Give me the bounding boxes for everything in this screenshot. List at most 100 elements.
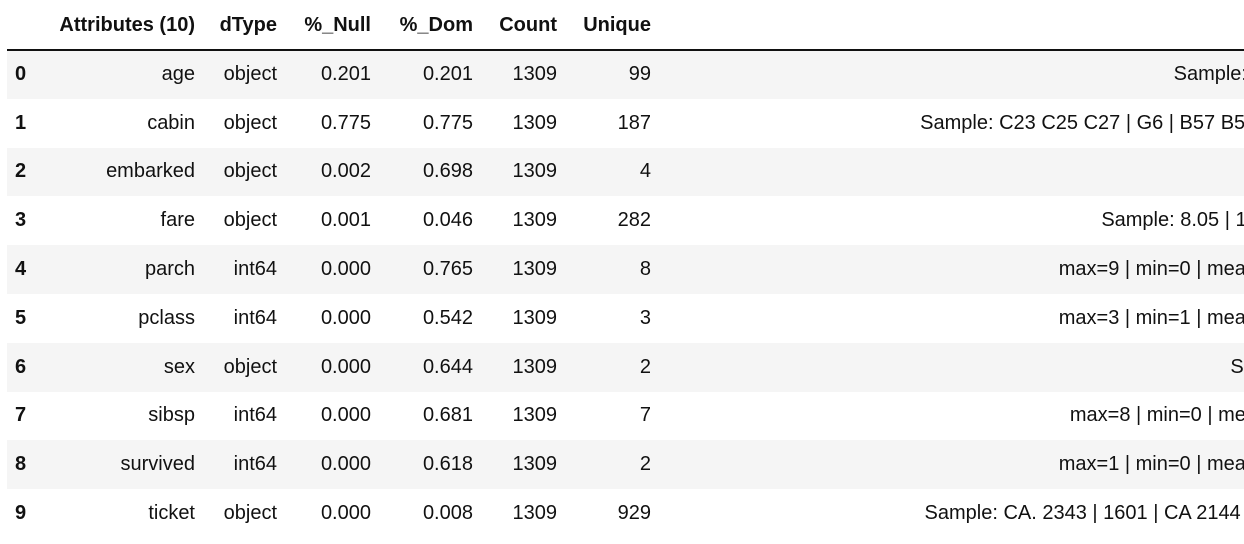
header-dom: %_Dom <box>371 1 473 51</box>
cell-count: 1309 <box>512 306 558 329</box>
cell-observations: max=1 | min=0 | mean=0.38 | dominant=0 <box>1058 453 1244 476</box>
cell-unique: 8 <box>639 258 651 281</box>
cell-null: 0.000 <box>320 306 371 329</box>
cell-attribute: survived <box>120 453 195 476</box>
cell-null: 0.775 <box>320 111 371 134</box>
header-attributes: Attributes (10) <box>43 1 195 51</box>
cell-dtype: object <box>223 502 277 525</box>
cell-count: 1309 <box>512 404 558 427</box>
cell-attribute: pclass <box>138 306 195 329</box>
cell-null: 0.000 <box>320 258 371 281</box>
header-observations: Observations <box>651 1 1244 51</box>
cell-attribute: sex <box>163 355 195 378</box>
table-row: 8 survived int64 0.000 0.618 1309 2 max=1 | min… <box>7 440 1244 490</box>
cell-dom: 0.681 <box>422 404 473 427</box>
header-null: %_Null <box>277 1 371 51</box>
row-index: 4 <box>15 258 27 281</box>
row-index: 0 <box>15 63 27 86</box>
row-index: 2 <box>15 160 27 183</box>
header-index <box>7 1 43 51</box>
table-row: 5 pclass int64 0.000 0.542 1309 3 max=3 | min=1… <box>7 294 1244 343</box>
cell-observations: Sample: S | C | Q <box>651 148 1244 197</box>
cell-dtype: int64 <box>233 404 277 427</box>
cell-attribute: age <box>161 63 195 86</box>
cell-count: 1309 <box>512 258 558 281</box>
table-row: 9 ticket object 0.000 0.008 1309 929 Sample: CA… <box>7 489 1244 538</box>
cell-count: 1309 <box>512 502 558 525</box>
cell-dtype: int64 <box>233 306 277 329</box>
cell-attribute: parch <box>144 258 195 281</box>
cell-dom: 0.046 <box>422 209 473 232</box>
header-count: Count <box>473 1 557 51</box>
cell-unique: 3 <box>639 306 651 329</box>
cell-observations: Sample: CA. 2343 | 1601 | CA 2144 | PC 1… <box>924 502 1244 525</box>
table-row: 4 parch int64 0.000 0.765 1309 8 max=9 | min=0 … <box>7 245 1244 294</box>
cell-dtype: int64 <box>233 258 277 281</box>
cell-null: 0.001 <box>320 209 371 232</box>
cell-unique: 7 <box>639 404 651 427</box>
row-index: 9 <box>15 502 27 525</box>
cell-attribute: ticket <box>148 502 195 525</box>
cell-dtype: object <box>223 111 277 134</box>
row-index: 8 <box>15 453 27 476</box>
cell-null: 0.000 <box>320 404 371 427</box>
table-row: 2 embarked object 0.002 0.698 1309 4Sample: S … <box>7 147 1244 197</box>
table-row: 1 cabin object 0.775 0.775 1309 187 Sample: C23… <box>7 99 1244 148</box>
table-row: 7 sibsp int64 0.000 0.681 1309 7 max=8 | min=0 … <box>7 392 1244 441</box>
cell-attribute: sibsp <box>148 404 195 427</box>
cell-null: 0.201 <box>320 63 371 86</box>
cell-unique: 4 <box>639 160 651 183</box>
dataframe-table: Attributes (10) dType %_Null %_Dom Count… <box>7 1 1244 538</box>
header-dtype: dType <box>195 1 277 51</box>
cell-count: 1309 <box>512 209 558 232</box>
row-index: 7 <box>15 404 27 427</box>
table-body: 0 age object 0.201 0.201 1309 99 Sample: 24 | 2… <box>7 50 1244 538</box>
row-index: 5 <box>15 306 27 329</box>
cell-dom: 0.698 <box>422 160 473 183</box>
cell-attribute: embarked <box>106 160 195 183</box>
table-row: 3 fare object 0.001 0.046 1309 282 Sample: 8.05… <box>7 196 1244 245</box>
cell-count: 1309 <box>512 111 558 134</box>
cell-observations: max=3 | min=1 | mean=2.29 | dominant=3 <box>1058 306 1244 329</box>
cell-null: 0.000 <box>320 453 371 476</box>
header-unique: Unique <box>557 1 651 51</box>
row-index: 3 <box>15 209 27 232</box>
cell-dom: 0.644 <box>422 355 473 378</box>
cell-observations: Sample: C23 C25 C27 | G6 | B57 B59 B63 B… <box>920 111 1244 134</box>
cell-dom: 0.618 <box>422 453 473 476</box>
cell-null: 0.002 <box>320 160 371 183</box>
cell-dtype: object <box>223 63 277 86</box>
row-index: 6 <box>15 355 27 378</box>
table-row: 0 age object 0.201 0.201 1309 99 Sample: 24 | 2… <box>7 50 1244 99</box>
table-row: 6 sex object 0.000 0.644 1309 2 Sample: male | … <box>7 342 1244 392</box>
cell-dtype: object <box>223 355 277 378</box>
cell-dom: 0.775 <box>422 111 473 134</box>
cell-unique: 2 <box>639 355 651 378</box>
cell-attribute: fare <box>160 209 195 232</box>
cell-unique: 929 <box>617 502 651 525</box>
table-header: Attributes (10) dType %_Null %_Dom Count… <box>7 1 1244 51</box>
cell-observations: max=8 | min=0 | mean=0.5 | dominant=0 <box>1069 404 1244 427</box>
cell-null: 0.000 <box>320 355 371 378</box>
cell-dom: 0.008 <box>422 502 473 525</box>
cell-unique: 282 <box>617 209 651 232</box>
cell-dtype: int64 <box>233 453 277 476</box>
cell-observations: Sample: 24 | 22 | 21 | 30 | 18 <box>1173 63 1244 86</box>
cell-dom: 0.201 <box>422 63 473 86</box>
cell-count: 1309 <box>512 63 558 86</box>
cell-null: 0.000 <box>320 502 371 525</box>
cell-dom: 0.765 <box>422 258 473 281</box>
cell-count: 1309 <box>512 453 558 476</box>
cell-observations: Sample: 8.05 | 13 | 7.75 | 26 | 7.8958 <box>1101 209 1244 232</box>
cell-unique: 187 <box>617 111 651 134</box>
cell-observations: Sample: male | female <box>1230 355 1244 378</box>
cell-dtype: object <box>223 209 277 232</box>
cell-attribute: cabin <box>147 111 195 134</box>
cell-unique: 2 <box>639 453 651 476</box>
cell-dtype: object <box>223 160 277 183</box>
cell-dom: 0.542 <box>422 306 473 329</box>
cell-unique: 99 <box>628 63 651 86</box>
header-row: Attributes (10) dType %_Null %_Dom Count… <box>7 1 1244 51</box>
cell-observations: max=9 | min=0 | mean=0.39 | dominant=0 <box>1058 258 1244 281</box>
row-index: 1 <box>15 111 27 134</box>
